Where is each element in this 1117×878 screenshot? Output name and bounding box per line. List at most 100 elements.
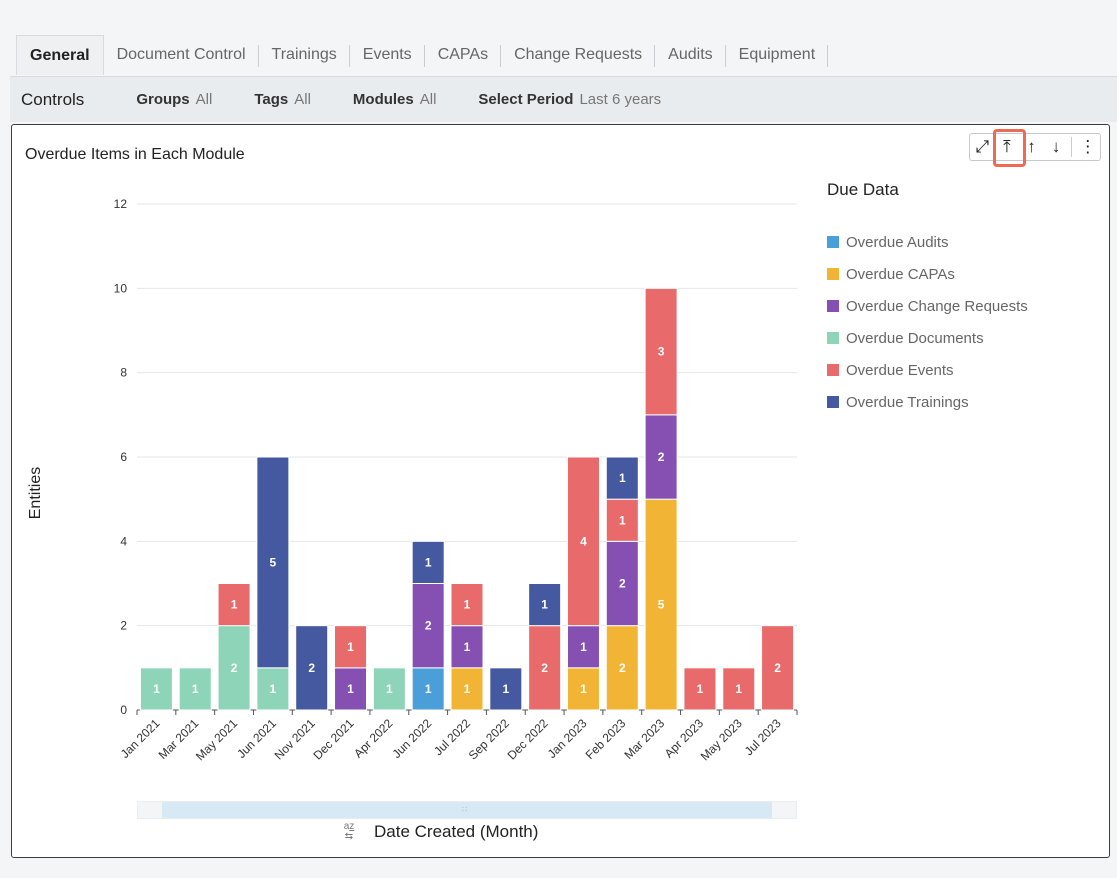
more-options-icon[interactable]: ⋮ [1079, 137, 1097, 156]
legend-swatch [827, 396, 839, 408]
bar-data-label: 1 [270, 682, 277, 696]
legend-item[interactable]: Overdue Trainings [827, 386, 1028, 418]
legend-label: Overdue Change Requests [846, 297, 1028, 315]
legend-item[interactable]: Overdue CAPAs [827, 258, 1028, 290]
legend-swatch [827, 268, 839, 280]
bar-segment [605, 540, 639, 627]
x-tick-label: May 2023 [698, 716, 745, 763]
x-tick-label: Mar 2023 [621, 716, 667, 762]
tab-audits[interactable]: Audits [655, 35, 727, 75]
filter-modules-value: All [419, 91, 437, 108]
x-tick-label: Dec 2021 [310, 716, 356, 762]
bar-data-label: 1 [697, 682, 704, 696]
bar-segment [605, 625, 639, 711]
legend-item[interactable]: Overdue Events [827, 354, 1028, 386]
bar-data-label: 1 [464, 682, 471, 696]
bar-segment [372, 667, 406, 711]
bar-data-label: 1 [619, 513, 626, 527]
filter-modules-label: Modules [352, 91, 414, 108]
filter-select-period-value: Last 6 years [579, 91, 662, 108]
filter-select-period[interactable]: Select Period Last 6 years [478, 91, 661, 108]
bar-data-label: 5 [270, 555, 277, 569]
toolbar-divider [1071, 137, 1073, 157]
x-tick-label: Dec 2022 [505, 716, 551, 762]
bar-data-label: 1 [580, 640, 587, 654]
bar-segment [450, 625, 484, 669]
x-tick-label: May 2021 [193, 716, 240, 763]
bar-data-label: 5 [658, 598, 665, 612]
move-down-icon[interactable]: ↓ [1051, 137, 1061, 156]
expand-icon[interactable]: ⤢ [975, 137, 990, 156]
bar-segment [450, 583, 484, 627]
bar-segment [644, 287, 678, 416]
controls-title: Controls [21, 89, 85, 109]
bar-data-label: 2 [774, 661, 781, 675]
bar-segment [411, 583, 445, 669]
legend-item[interactable]: Overdue Change Requests [827, 290, 1028, 322]
x-tick-label: Jun 2022 [389, 716, 434, 761]
move-to-top-icon[interactable]: ⤒ [992, 129, 1026, 167]
tab-capas[interactable]: CAPAs [425, 35, 502, 75]
x-tick-label: Feb 2023 [583, 716, 629, 762]
legend-label: Overdue Events [846, 361, 954, 379]
bar-segment [217, 583, 251, 627]
filter-modules[interactable]: Modules All [353, 91, 437, 108]
filter-groups-label: Groups [136, 91, 190, 108]
bar-data-label: 2 [308, 661, 315, 675]
bar-data-label: 2 [619, 577, 626, 591]
bar-segment [178, 667, 212, 711]
filter-tags-value: All [294, 91, 311, 108]
x-tick-label: Jan 2021 [118, 716, 163, 761]
tab-general[interactable]: General [16, 35, 104, 75]
x-tick-label: Jul 2023 [742, 716, 784, 758]
bar-data-label: 1 [735, 682, 742, 696]
bar-data-label: 1 [619, 471, 626, 485]
x-axis-label: Date Created (Month) [374, 822, 539, 841]
bar-data-label: 2 [231, 661, 238, 675]
legend-label: Overdue Audits [846, 233, 949, 251]
bar-segment [411, 540, 445, 585]
bar-segment [295, 625, 329, 711]
legend-label: Overdue CAPAs [846, 265, 955, 283]
chart-horizontal-scrollbar[interactable]: ∷ [137, 801, 797, 819]
chart-toolbar: ⤢ ⤒ ↑ ↓ ⋮ [969, 129, 1101, 167]
legend-item[interactable]: Overdue Audits [827, 226, 1028, 258]
filter-tags-label: Tags [254, 91, 289, 108]
bar-data-label: 1 [425, 682, 432, 696]
bar-data-label: 3 [658, 345, 665, 359]
tab-trainings[interactable]: Trainings [259, 35, 350, 75]
chart-panel: Overdue Items in Each Module ⤢ ⤒ ↑ ↓ ⋮ E… [11, 124, 1110, 858]
tab-document-control[interactable]: Document Control [104, 35, 259, 75]
move-up-icon[interactable]: ↑ [1027, 137, 1036, 156]
sort-az-icon[interactable]: az ⇆ [343, 821, 355, 842]
bar-segment [722, 667, 756, 711]
scrollbar-thumb[interactable]: ∷ [162, 802, 772, 818]
y-tick-label: 10 [114, 281, 128, 295]
tab-equipment[interactable]: Equipment [726, 35, 829, 75]
legend-swatch [827, 364, 839, 376]
tab-change-requests[interactable]: Change Requests [501, 35, 656, 75]
bar-data-label: 1 [464, 598, 471, 612]
bar-data-label: 4 [580, 534, 587, 548]
filter-groups[interactable]: Groups All [136, 91, 212, 108]
bar-data-label: 1 [464, 640, 471, 654]
x-tick-label: Apr 2022 [351, 716, 396, 761]
grip-icon: ∷ [462, 805, 468, 814]
legend-label: Overdue Documents [846, 329, 984, 347]
controls-bar: Controls Groups All Tags All Modules All… [10, 76, 1117, 122]
filter-tags[interactable]: Tags All [254, 91, 311, 108]
bar-data-label: 2 [658, 450, 665, 464]
y-tick-label: 2 [120, 619, 127, 633]
bar-segment [256, 456, 290, 669]
legend-swatch [827, 332, 839, 344]
legend-item[interactable]: Overdue Documents [827, 322, 1028, 354]
filter-select-period-label: Select Period [478, 91, 574, 108]
module-tabs: General Document Control Trainings Events CA… [16, 35, 828, 75]
tab-events[interactable]: Events [350, 35, 425, 75]
bar-segment [644, 414, 678, 500]
bar-segment [528, 625, 562, 711]
bar-segment [139, 667, 173, 711]
bar-segment [450, 667, 484, 711]
bar-segment [256, 667, 290, 711]
y-tick-label: 12 [114, 197, 128, 211]
